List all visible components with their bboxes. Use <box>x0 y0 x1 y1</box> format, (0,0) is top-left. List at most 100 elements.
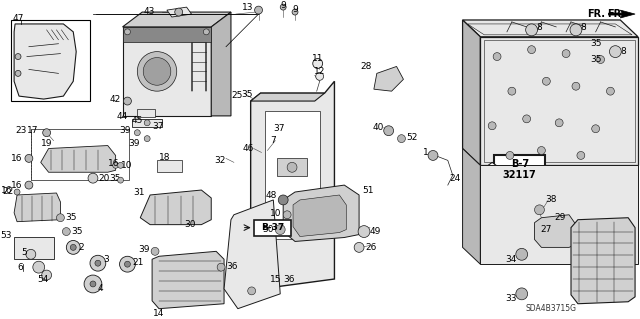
Text: 2: 2 <box>78 243 84 252</box>
Circle shape <box>358 226 370 238</box>
Polygon shape <box>122 12 231 27</box>
Text: 16: 16 <box>10 154 22 163</box>
Text: 34: 34 <box>506 255 516 264</box>
Polygon shape <box>463 20 638 37</box>
Circle shape <box>428 151 438 160</box>
Polygon shape <box>251 93 324 101</box>
Circle shape <box>596 56 605 63</box>
Text: 47: 47 <box>12 13 24 23</box>
Text: 12: 12 <box>314 67 325 76</box>
Text: 38: 38 <box>545 196 557 204</box>
Bar <box>253 220 291 235</box>
Text: 31: 31 <box>134 188 145 197</box>
Text: 9: 9 <box>280 1 286 10</box>
Circle shape <box>125 261 131 267</box>
Circle shape <box>255 6 262 14</box>
Circle shape <box>88 173 98 183</box>
Circle shape <box>278 195 288 205</box>
Circle shape <box>25 181 33 189</box>
Circle shape <box>14 189 20 195</box>
Bar <box>277 159 307 176</box>
Text: 21: 21 <box>132 258 144 267</box>
Circle shape <box>525 24 538 36</box>
Text: 32117: 32117 <box>503 170 536 180</box>
Circle shape <box>384 126 394 136</box>
Circle shape <box>125 29 131 35</box>
Circle shape <box>316 72 324 80</box>
Polygon shape <box>463 149 481 264</box>
Polygon shape <box>571 218 635 304</box>
Polygon shape <box>132 119 162 127</box>
Circle shape <box>592 125 600 133</box>
Text: 17: 17 <box>28 126 39 135</box>
Text: 22: 22 <box>3 187 14 196</box>
Circle shape <box>287 162 297 172</box>
Circle shape <box>543 77 550 85</box>
Circle shape <box>397 135 405 143</box>
Circle shape <box>113 162 118 168</box>
Text: 35: 35 <box>109 174 120 183</box>
Text: 23: 23 <box>15 126 27 135</box>
Polygon shape <box>14 24 76 99</box>
Bar <box>494 155 545 183</box>
Text: 40: 40 <box>372 123 384 132</box>
Text: 20: 20 <box>98 174 109 183</box>
Polygon shape <box>609 10 635 18</box>
Polygon shape <box>266 111 319 240</box>
Text: 8: 8 <box>536 23 542 33</box>
Text: 10: 10 <box>269 209 281 218</box>
Circle shape <box>516 249 527 260</box>
Circle shape <box>84 275 102 293</box>
Circle shape <box>280 4 286 10</box>
Circle shape <box>138 52 177 91</box>
Circle shape <box>63 228 70 235</box>
Text: 37: 37 <box>273 124 285 133</box>
Circle shape <box>523 115 531 123</box>
Text: B-37: B-37 <box>260 223 284 232</box>
Text: 7: 7 <box>271 136 276 145</box>
Circle shape <box>95 260 101 266</box>
Text: 11: 11 <box>312 54 323 63</box>
Circle shape <box>556 119 563 127</box>
Text: 35: 35 <box>71 227 83 236</box>
Text: 15: 15 <box>270 275 282 284</box>
Bar <box>14 238 54 259</box>
Circle shape <box>144 120 150 126</box>
Text: 35: 35 <box>590 55 602 64</box>
Polygon shape <box>140 190 211 225</box>
Text: 25: 25 <box>232 91 243 100</box>
Text: SDA4B3715G: SDA4B3715G <box>526 304 577 313</box>
Polygon shape <box>138 109 155 117</box>
Circle shape <box>562 50 570 57</box>
Polygon shape <box>251 81 335 289</box>
Text: 43: 43 <box>143 7 155 16</box>
Polygon shape <box>534 215 576 247</box>
Polygon shape <box>224 200 280 309</box>
Circle shape <box>283 211 291 219</box>
Circle shape <box>124 97 131 105</box>
Text: 35: 35 <box>591 39 602 48</box>
Text: 49: 49 <box>370 227 381 236</box>
Circle shape <box>570 24 582 36</box>
Bar <box>31 129 129 180</box>
Circle shape <box>15 70 21 76</box>
Circle shape <box>90 281 96 287</box>
Text: 35: 35 <box>65 213 77 222</box>
Text: 35: 35 <box>241 90 252 99</box>
Text: FR.: FR. <box>588 9 605 19</box>
Circle shape <box>527 46 536 54</box>
Text: 24: 24 <box>449 174 461 183</box>
Circle shape <box>488 122 496 130</box>
Text: 44: 44 <box>116 112 127 121</box>
Polygon shape <box>283 185 359 241</box>
Text: 4: 4 <box>98 285 104 293</box>
Text: 29: 29 <box>555 213 566 222</box>
Circle shape <box>118 177 124 183</box>
Text: 37: 37 <box>152 122 164 131</box>
Text: 36: 36 <box>283 275 294 284</box>
Text: 30: 30 <box>184 220 195 229</box>
Text: 54: 54 <box>37 275 49 284</box>
Text: 51: 51 <box>362 186 374 195</box>
Circle shape <box>42 270 52 280</box>
Text: 42: 42 <box>109 94 120 104</box>
